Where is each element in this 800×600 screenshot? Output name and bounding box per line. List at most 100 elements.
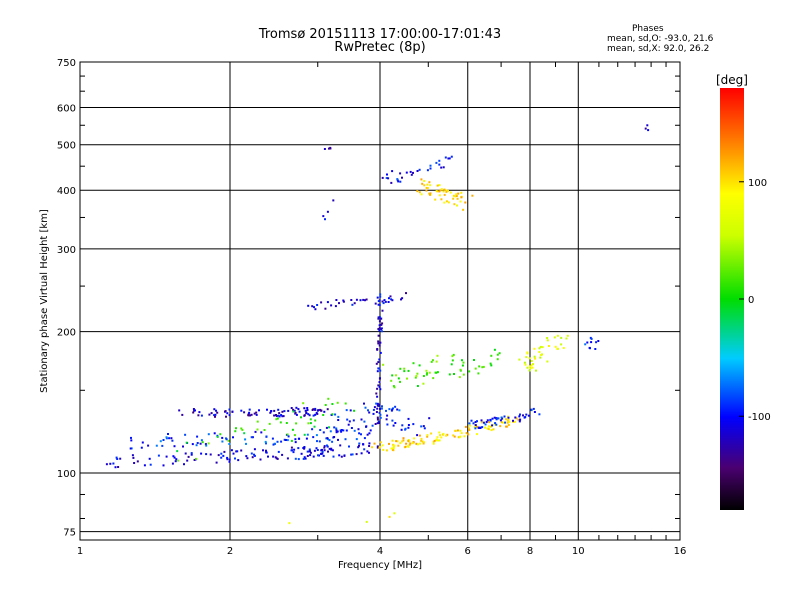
echo-point	[267, 455, 269, 458]
echo-point	[329, 146, 332, 149]
echo-point	[444, 156, 447, 159]
echo-point	[244, 438, 247, 441]
echo-point	[392, 424, 395, 427]
echo-point	[253, 453, 255, 456]
echo-point	[308, 414, 311, 417]
echo-point	[379, 388, 382, 391]
echo-point	[494, 422, 497, 425]
echo-point	[523, 361, 526, 364]
echo-point	[436, 354, 439, 357]
y-tick-label: 400	[57, 186, 76, 197]
echo-point	[298, 437, 301, 440]
echo-point	[485, 421, 488, 423]
echo-point	[440, 198, 443, 201]
echo-point	[269, 411, 272, 414]
echo-point	[337, 415, 340, 418]
echo-point	[378, 324, 381, 327]
echo-point	[518, 358, 521, 361]
echo-point	[176, 450, 179, 453]
echo-point	[420, 193, 423, 196]
echo-point	[277, 408, 280, 411]
echo-point	[165, 455, 168, 458]
echo-point	[404, 445, 407, 448]
echo-point	[329, 430, 332, 433]
echo-point	[405, 171, 408, 174]
echo-point	[308, 448, 311, 451]
echo-point	[428, 181, 431, 184]
echo-point	[406, 377, 408, 380]
x-axis-ticks: 1 2 4 6 8 10 16	[77, 62, 686, 557]
echo-point	[351, 303, 354, 306]
echo-point	[222, 454, 225, 457]
echo-point	[280, 440, 283, 443]
echo-point	[517, 418, 520, 421]
echo-point	[435, 360, 438, 363]
echo-point	[460, 432, 463, 435]
echo-point	[474, 424, 477, 427]
echo-point	[201, 441, 204, 444]
echo-point	[394, 405, 397, 408]
echo-point	[368, 451, 370, 454]
echo-point	[376, 404, 379, 407]
echo-point	[385, 409, 387, 412]
echo-point	[335, 299, 338, 301]
echo-point	[486, 419, 489, 422]
echo-point	[456, 429, 459, 432]
echo-point	[380, 407, 383, 410]
echo-point	[502, 421, 505, 424]
echo-point	[438, 431, 441, 434]
echo-point	[277, 450, 280, 453]
echo-point	[407, 417, 410, 420]
echo-point	[321, 450, 324, 453]
echo-point	[435, 161, 438, 164]
echo-point	[451, 355, 454, 358]
echo-point	[377, 420, 380, 423]
data-points	[105, 124, 650, 525]
echo-point	[390, 181, 393, 184]
echo-point	[365, 298, 368, 301]
echo-point	[131, 454, 134, 457]
echo-point	[423, 184, 426, 187]
echo-point	[382, 448, 385, 451]
echo-point	[378, 320, 381, 323]
echo-point	[493, 348, 496, 351]
echo-point	[234, 430, 237, 433]
echo-point	[422, 375, 425, 377]
echo-point	[315, 447, 318, 450]
echo-point	[463, 435, 466, 438]
echo-point	[384, 300, 387, 303]
echo-point	[589, 347, 591, 350]
echo-point	[381, 309, 384, 312]
echo-point	[484, 426, 486, 429]
echo-point	[228, 443, 231, 445]
echo-point	[452, 434, 455, 437]
echo-point	[302, 402, 305, 405]
echo-point	[432, 442, 435, 445]
echo-point	[401, 176, 403, 179]
echo-point	[245, 455, 248, 458]
echo-point	[333, 436, 336, 438]
echo-point	[379, 441, 382, 444]
echo-point	[339, 429, 342, 432]
echo-point	[565, 337, 568, 340]
echo-point	[379, 413, 382, 416]
echo-point	[358, 442, 361, 445]
echo-point	[273, 409, 276, 412]
echo-point	[228, 460, 231, 463]
echo-point	[326, 445, 329, 448]
echo-point	[265, 442, 267, 445]
echo-point	[541, 346, 544, 349]
echo-point	[436, 190, 439, 193]
echo-point	[532, 363, 534, 366]
echo-point	[388, 442, 390, 445]
echo-point	[530, 409, 533, 412]
echo-point	[447, 201, 450, 204]
echo-point	[403, 370, 406, 373]
x-tick-label: 2	[227, 546, 233, 557]
echo-point	[438, 439, 441, 442]
echo-point	[220, 452, 223, 455]
echo-point	[460, 196, 463, 199]
echo-point	[353, 429, 356, 432]
echo-point	[420, 439, 423, 442]
echo-point	[378, 385, 381, 388]
